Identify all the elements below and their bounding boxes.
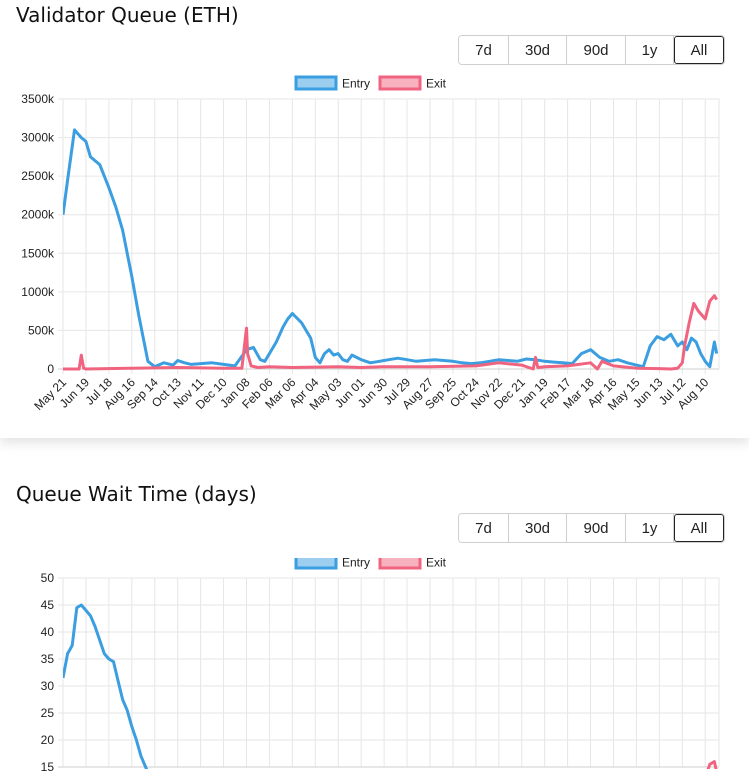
series-line-entry [63, 128, 719, 369]
y-tick-label: 3500k [21, 92, 55, 106]
range-7d-button[interactable]: 7d [459, 36, 509, 64]
y-tick-label: 45 [41, 598, 55, 612]
y-tick-label: 35 [41, 652, 55, 666]
y-tick-label: 2000k [21, 208, 55, 222]
validator-queue-chart: Entry Exit 0 500k 1000k 1500k 2000k 2500k 3000k 3… [21, 75, 720, 413]
y-tick-label: 15 [41, 760, 55, 772]
range-all-button[interactable]: All [674, 36, 724, 64]
range-30d-button[interactable]: 30d [509, 514, 567, 542]
legend-swatch-entry [294, 558, 338, 570]
legend-label-exit: Exit [426, 558, 447, 570]
validator-queue-card: Validator Queue (ETH) 7d 30d 90d 1y All … [16, 3, 725, 413]
range-90d-button[interactable]: 90d [567, 36, 626, 64]
y-tick-label: 30 [41, 679, 55, 693]
y-tick-label: 20 [41, 733, 55, 747]
range-90d-button[interactable]: 90d [567, 514, 626, 542]
y-tick-label: 25 [41, 706, 55, 720]
y-tick-label: 50 [41, 571, 55, 585]
range-selector: 7d 30d 90d 1y All [458, 35, 725, 65]
legend-label-entry: Entry [342, 77, 370, 91]
range-1y-button[interactable]: 1y [626, 514, 674, 542]
legend-swatch-exit [378, 558, 422, 570]
y-tick-label: 40 [41, 625, 55, 639]
range-selector: 7d 30d 90d 1y All [458, 513, 725, 543]
series-line-exit [63, 294, 718, 371]
y-tick-label: 0 [47, 362, 54, 376]
series-line-exit [706, 760, 718, 769]
y-tick-label: 500k [28, 323, 55, 337]
range-7d-button[interactable]: 7d [459, 514, 509, 542]
chart-grid [58, 98, 720, 374]
y-tick-label: 1500k [21, 246, 55, 260]
queue-wait-time-chart: Entry Exit 15 20 25 30 35 40 45 50 [41, 558, 720, 772]
chart-legend: Entry Exit [294, 75, 447, 91]
y-tick-label: 2500k [21, 169, 55, 183]
queue-wait-time-title: Queue Wait Time (days) [16, 482, 257, 506]
queue-wait-time-card: Queue Wait Time (days) 7d 30d 90d 1y All… [0, 466, 749, 772]
range-all-button[interactable]: All [674, 514, 724, 542]
chart-legend: Entry Exit [294, 558, 447, 570]
y-tick-label: 3000k [21, 131, 55, 145]
legend-label-exit: Exit [426, 77, 447, 91]
series-line-entry [63, 603, 149, 769]
legend-swatch-entry [294, 75, 338, 91]
legend-label-entry: Entry [342, 558, 370, 570]
legend-swatch-exit [378, 75, 422, 91]
y-tick-label: 1000k [21, 285, 55, 299]
range-1y-button[interactable]: 1y [626, 36, 674, 64]
chart-grid [58, 577, 720, 768]
range-30d-button[interactable]: 30d [509, 36, 567, 64]
validator-queue-title: Validator Queue (ETH) [16, 3, 239, 27]
